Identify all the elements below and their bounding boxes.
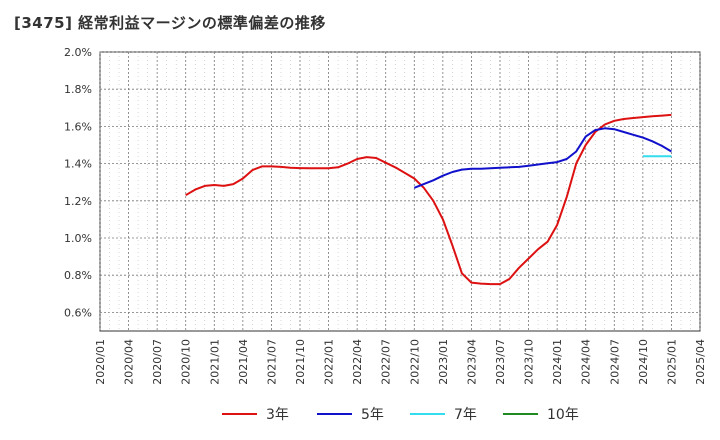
y-tick-label: 1.4% xyxy=(64,158,92,171)
y-tick-label: 1.2% xyxy=(64,195,92,208)
legend-label: 5年 xyxy=(361,407,384,423)
x-tick-label: 2023/10 xyxy=(523,339,536,385)
x-tick-label: 2021/07 xyxy=(265,339,278,385)
x-tick-label: 2022/01 xyxy=(323,339,336,385)
x-tick-label: 2022/04 xyxy=(351,339,364,385)
x-tick-label: 2022/10 xyxy=(408,339,421,385)
x-tick-label: 2021/04 xyxy=(237,339,250,385)
series-line-3年 xyxy=(185,113,672,286)
legend-label: 10年 xyxy=(547,407,579,423)
x-tick-label: 2020/10 xyxy=(180,339,193,385)
y-tick-label: 0.6% xyxy=(64,306,92,319)
x-tick-label: 2024/07 xyxy=(608,339,621,385)
legend-label: 7年 xyxy=(454,407,477,423)
x-tick-label: 2025/01 xyxy=(665,339,678,385)
x-tick-label: 2024/04 xyxy=(580,339,593,385)
x-tick-label: 2023/04 xyxy=(465,339,478,385)
series-line-5年 xyxy=(413,127,672,189)
chart-title: [3475] 経常利益マージンの標準偏差の推移 xyxy=(14,14,326,32)
x-tick-label: 2022/07 xyxy=(380,339,393,385)
x-tick-label: 2024/10 xyxy=(637,339,650,385)
x-tick-label: 2024/01 xyxy=(551,339,564,385)
y-tick-label: 0.8% xyxy=(64,269,92,282)
x-tick-label: 2021/01 xyxy=(208,339,221,385)
y-tick-label: 1.6% xyxy=(64,120,92,133)
x-tick-label: 2025/04 xyxy=(694,339,707,385)
x-tick-label: 2020/07 xyxy=(151,339,164,385)
x-tick-label: 2023/01 xyxy=(437,339,450,385)
legend-label: 3年 xyxy=(266,407,289,423)
x-tick-label: 2021/10 xyxy=(294,339,307,385)
plot-area xyxy=(99,51,701,332)
y-tick-label: 1.0% xyxy=(64,232,92,245)
y-tick-label: 2.0% xyxy=(64,46,92,59)
y-tick-label: 1.8% xyxy=(64,83,92,96)
x-tick-label: 2023/07 xyxy=(494,339,507,385)
x-tick-label: 2020/01 xyxy=(94,339,107,385)
x-tick-label: 2020/04 xyxy=(123,339,136,385)
